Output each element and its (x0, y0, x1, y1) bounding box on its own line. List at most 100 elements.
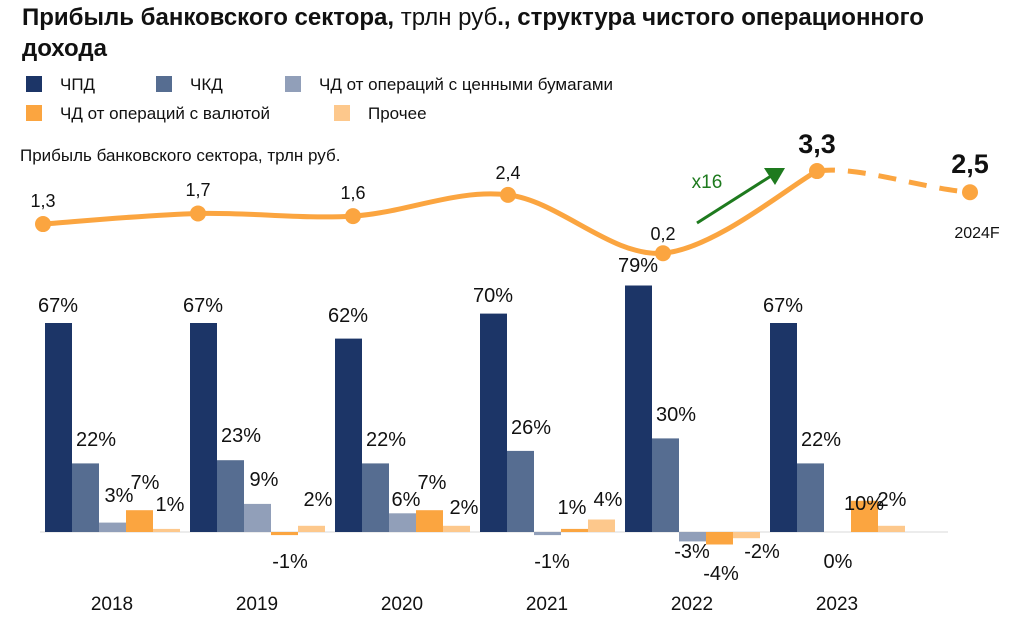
bar-label-other-2018: 1% (156, 494, 185, 516)
bar-securities-2021 (534, 532, 561, 536)
bar-label-chpd-2019: 67% (183, 295, 223, 317)
bar-fx-2021 (561, 528, 588, 532)
profit-point-2019 (190, 205, 206, 222)
profit-line-solid (40, 168, 820, 256)
bar-label-securities-2019: 9% (250, 469, 279, 491)
bar-label-securities-2021: -1% (534, 551, 570, 573)
bar-fx-2022 (706, 532, 733, 545)
legend-swatch-securities (285, 76, 301, 92)
bar-other-2023 (878, 525, 905, 532)
title-part-1: Прибыль банковского сектора, (22, 4, 395, 31)
bar-label-other-2023: 2% (878, 489, 907, 511)
bar-label-chkd-2020: 22% (366, 429, 406, 451)
profit-value-2018: 1,3 (30, 191, 55, 211)
bar-securities-2019 (244, 503, 271, 532)
bar-chpd-2018 (45, 323, 72, 532)
bar-label-chpd-2018: 67% (38, 295, 78, 317)
profit-value-2021: 2,4 (495, 163, 520, 183)
legend-item-fx: ЧД от операций с валютой (26, 104, 270, 124)
bar-chkd-2023 (797, 463, 824, 532)
bar-securities-2018 (99, 522, 126, 532)
bar-label-chpd-2022: 79% (618, 255, 658, 277)
bar-label-securities-2020: 6% (392, 489, 421, 511)
bar-label-chpd-2023: 67% (763, 295, 803, 317)
legend-swatch-fx (26, 105, 42, 121)
profit-point-2021 (500, 186, 516, 203)
bar-fx-2023 (851, 500, 878, 532)
bar-chpd-2021 (480, 313, 507, 532)
x-tick-2018: 2018 (91, 594, 133, 615)
chart-title: Прибыль банковского сектора, трлн руб., … (22, 2, 1002, 64)
profit-value-2019: 1,7 (185, 180, 210, 200)
x-tick-2019: 2019 (236, 594, 278, 615)
bar-label-other-2020: 2% (450, 497, 479, 519)
bar-securities-2022 (679, 532, 706, 542)
legend-item-chpd: ЧПД (26, 75, 95, 95)
legend-label-securities: ЧД от операций с ценными бумагами (319, 75, 614, 94)
bar-label-securities-2018: 3% (105, 485, 134, 507)
bar-chkd-2021 (507, 450, 534, 532)
x-tick-2023: 2023 (816, 594, 858, 615)
legend-item-other: Прочее (334, 104, 427, 124)
profit-value-2023: 3,3 (798, 129, 836, 159)
bar-chkd-2018 (72, 463, 99, 532)
profit-value-2024F: 2,5 (951, 149, 989, 179)
legend-label-fx: ЧД от операций с валютой (60, 104, 270, 123)
bar-label-chpd-2020: 62% (328, 305, 368, 327)
legend-swatch-other (334, 105, 350, 121)
bar-label-fx-2020: 7% (418, 472, 447, 494)
bar-chpd-2023 (770, 323, 797, 532)
bar-label-securities-2022: -3% (674, 541, 710, 563)
bar-label-chkd-2022: 30% (656, 404, 696, 426)
bar-chpd-2019 (190, 323, 217, 532)
bar-fx-2018 (126, 510, 153, 532)
bar-label-chkd-2023: 22% (801, 429, 841, 451)
title-part-2: трлн руб (394, 4, 498, 31)
title-part-3: ., структура чистого операционного доход… (22, 4, 924, 62)
legend-label-other: Прочее (368, 104, 427, 123)
profit-point-2022 (655, 245, 671, 262)
bar-chkd-2020 (362, 463, 389, 532)
x-tick-2020: 2020 (381, 594, 423, 615)
bar-chkd-2019 (217, 460, 244, 532)
bar-label-chpd-2021: 70% (473, 285, 513, 307)
profit-point-2023 (809, 163, 825, 180)
bar-securities-2020 (389, 513, 416, 532)
bar-other-2021 (588, 519, 615, 532)
bar-label-other-2022: -2% (744, 541, 780, 563)
bar-chpd-2020 (335, 338, 362, 532)
bar-chkd-2022 (652, 438, 679, 532)
bar-label-securities-2023: 0% (824, 551, 853, 573)
bar-label-fx-2022: -4% (703, 563, 739, 585)
growth-annotation: x16 (692, 172, 723, 193)
legend-label-chkd: ЧКД (190, 75, 223, 94)
bar-other-2019 (298, 525, 325, 532)
bar-label-chkd-2019: 23% (221, 425, 261, 447)
bar-label-other-2019: 2% (304, 489, 333, 511)
profit-x-label-2024f: 2024F (954, 225, 1000, 242)
bar-label-fx-2023: 10% (844, 493, 884, 515)
x-tick-2021: 2021 (526, 594, 568, 615)
profit-value-2022: 0,2 (650, 224, 675, 244)
profit-point-2018 (35, 216, 51, 233)
legend-swatch-chkd (156, 76, 172, 92)
bar-other-2022 (733, 532, 760, 539)
bar-chpd-2022 (625, 285, 652, 532)
bar-other-2018 (153, 528, 180, 532)
profit-value-2020: 1,6 (340, 183, 365, 203)
profit-line-forecast (816, 167, 971, 195)
bar-fx-2019 (271, 532, 298, 536)
growth-arrow-shaft (696, 174, 772, 225)
growth-arrow-head (764, 168, 785, 185)
legend-item-chkd: ЧКД (156, 75, 223, 95)
bar-label-fx-2021: 1% (558, 497, 587, 519)
bar-label-fx-2019: -1% (272, 551, 308, 573)
profit-point-2020 (345, 208, 361, 225)
profit-line-title: Прибыль банковского сектора, трлн руб. (20, 146, 341, 165)
x-tick-2022: 2022 (671, 594, 713, 615)
bar-label-other-2021: 4% (594, 489, 623, 511)
profit-point-2024F (962, 184, 978, 201)
legend-item-securities: ЧД от операций с ценными бумагами (285, 75, 613, 95)
bar-other-2020 (443, 525, 470, 532)
